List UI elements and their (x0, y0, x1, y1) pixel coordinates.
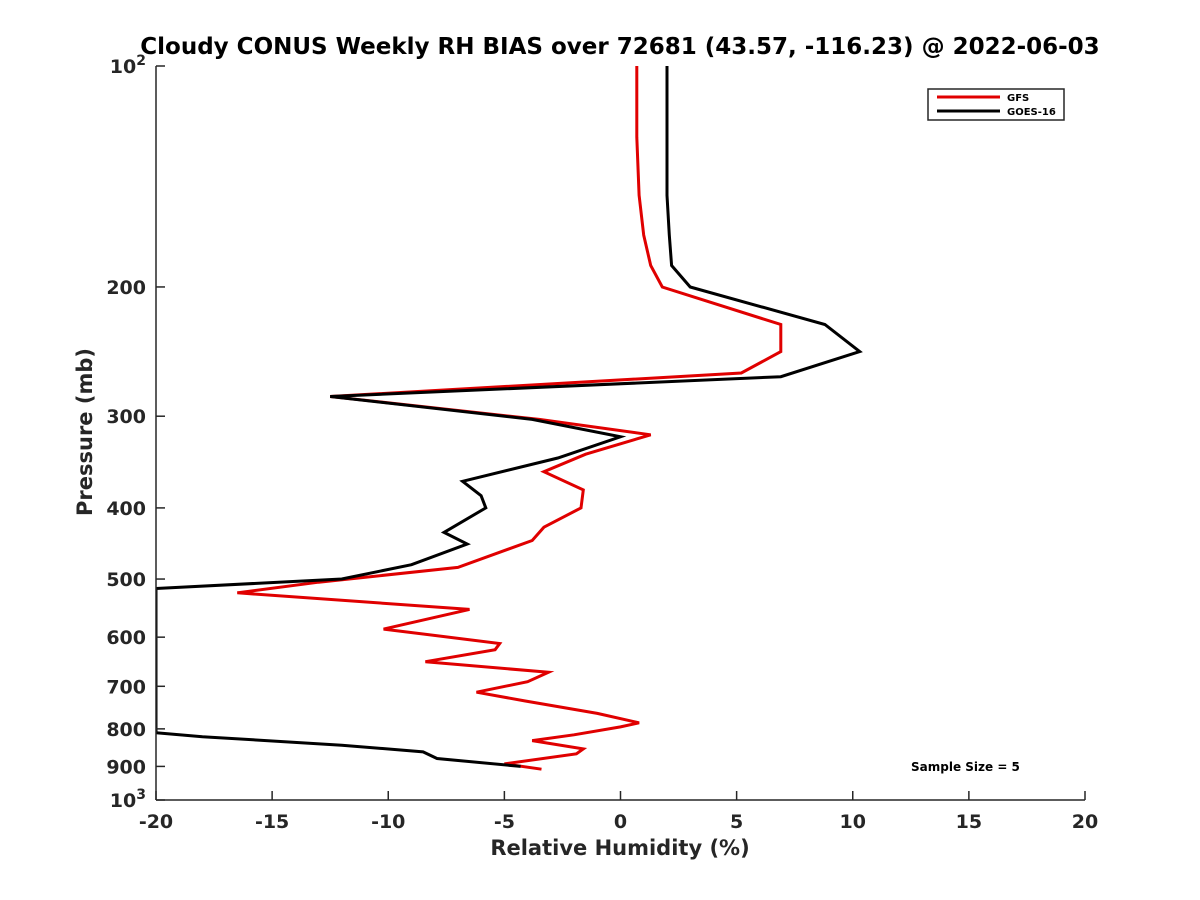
x-axis-label: Relative Humidity (%) (490, 836, 749, 860)
y-tick-label: 800 (106, 719, 146, 741)
x-tick-label: -5 (494, 811, 515, 833)
x-tick-label: -10 (371, 811, 405, 833)
x-tick-label: 20 (1072, 811, 1098, 833)
sample-size-annotation: Sample Size = 5 (911, 760, 1020, 774)
y-tick-label: 102 (110, 53, 146, 78)
y-tick-label: 103 (110, 787, 146, 812)
y-tick-label: 700 (106, 676, 146, 698)
legend-label: GOES-16 (1007, 107, 1056, 118)
chart-title: Cloudy CONUS Weekly RH BIAS over 72681 (… (140, 34, 1099, 60)
x-tick-label: 15 (956, 811, 982, 833)
series-line-gfs (237, 66, 783, 771)
x-tick-label: 0 (614, 811, 627, 833)
legend-label: GFS (1007, 93, 1029, 104)
plot-area: -20 -15 -10 -5 0 5 10 15 20 102 200 300 400 500 600 700… (106, 53, 1098, 833)
x-tick-label: -20 (139, 811, 173, 833)
x-tick-label: 10 (840, 811, 866, 833)
x-tick-label: -15 (255, 811, 289, 833)
y-tick-label: 400 (106, 498, 146, 520)
y-tick-label: 200 (106, 277, 146, 299)
y-tick-label: 900 (106, 756, 146, 778)
y-tick-label: 600 (106, 627, 146, 649)
y-axis-label: Pressure (mb) (73, 348, 97, 516)
y-tick-label: 300 (106, 406, 146, 428)
x-tick-label: 5 (730, 811, 743, 833)
legend: GFS GOES-16 (927, 88, 1065, 121)
legend-box (927, 88, 1065, 121)
series-line-goes-16 (156, 66, 863, 768)
y-tick-label: 500 (106, 569, 146, 591)
